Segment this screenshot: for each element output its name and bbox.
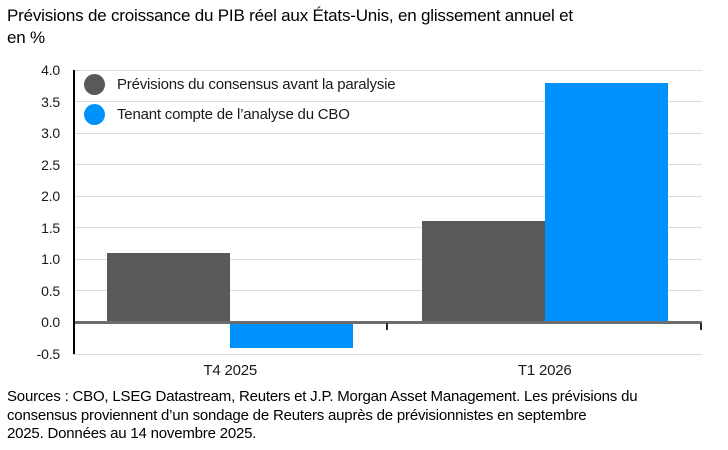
x-axis-category-label: T1 2026 — [517, 362, 572, 379]
y-axis-tick-label: 4.0 — [41, 62, 60, 78]
gridline — [73, 258, 702, 260]
legend: Prévisions du consensus avant la paralys… — [84, 74, 396, 125]
y-axis-spine — [73, 70, 75, 354]
gridline — [73, 353, 702, 355]
x-axis-category-label: T4 2025 — [203, 362, 258, 379]
y-axis-tick-label: 0.0 — [41, 314, 60, 331]
bar-series1-t4-2025 — [107, 253, 231, 323]
chart-title: Prévisions de croissance du PIB réel aux… — [7, 5, 573, 49]
bar-series2-t1-2026 — [544, 82, 668, 323]
legend-item-consensus: Prévisions du consensus avant la paralys… — [84, 74, 396, 95]
bar-series1-t1-2026 — [421, 221, 545, 323]
y-axis-tick-label: -0.5 — [36, 346, 61, 362]
source-note: Sources : CBO, LSEG Datastream, Reuters … — [7, 388, 723, 444]
gridline — [73, 164, 702, 166]
y-axis-tick-label: 2.0 — [41, 188, 60, 205]
source-note-line-3: 2025. Données au 14 novembre 2025. — [7, 425, 257, 442]
x-axis-tick — [700, 323, 702, 331]
source-note-line-1: Sources : CBO, LSEG Datastream, Reuters … — [7, 388, 638, 405]
gridline — [73, 290, 702, 292]
gridline — [73, 227, 702, 229]
zero-baseline — [73, 321, 702, 324]
bar-series2-t4-2025 — [230, 322, 354, 348]
gridline — [73, 101, 702, 103]
gridline — [73, 69, 702, 71]
legend-marker-cbo-icon — [84, 104, 105, 125]
chart-title-line-2: en % — [7, 28, 45, 47]
y-axis-tick-label: 2.5 — [41, 156, 60, 173]
legend-label-consensus: Prévisions du consensus avant la paralys… — [117, 76, 396, 93]
gridline — [73, 132, 702, 134]
y-axis-tick-label: 3.0 — [41, 125, 60, 142]
y-axis-tick-label: 1.0 — [41, 251, 60, 268]
legend-marker-consensus-icon — [84, 74, 105, 95]
x-axis-tick — [385, 323, 388, 331]
y-axis-tick-label: 0.5 — [41, 282, 60, 299]
source-note-line-2: consensus proviennent d’un sondage de Re… — [7, 406, 587, 424]
y-axis-tick-label: 3.5 — [41, 93, 60, 110]
y-axis-tick-label: 1.5 — [41, 219, 60, 236]
legend-item-cbo: Tenant compte de l’analyse du CBO — [84, 104, 395, 125]
gridline — [73, 195, 702, 197]
chart-title-line-1: Prévisions de croissance du PIB réel aux… — [7, 6, 573, 25]
legend-label-cbo: Tenant compte de l’analyse du CBO — [117, 106, 350, 123]
